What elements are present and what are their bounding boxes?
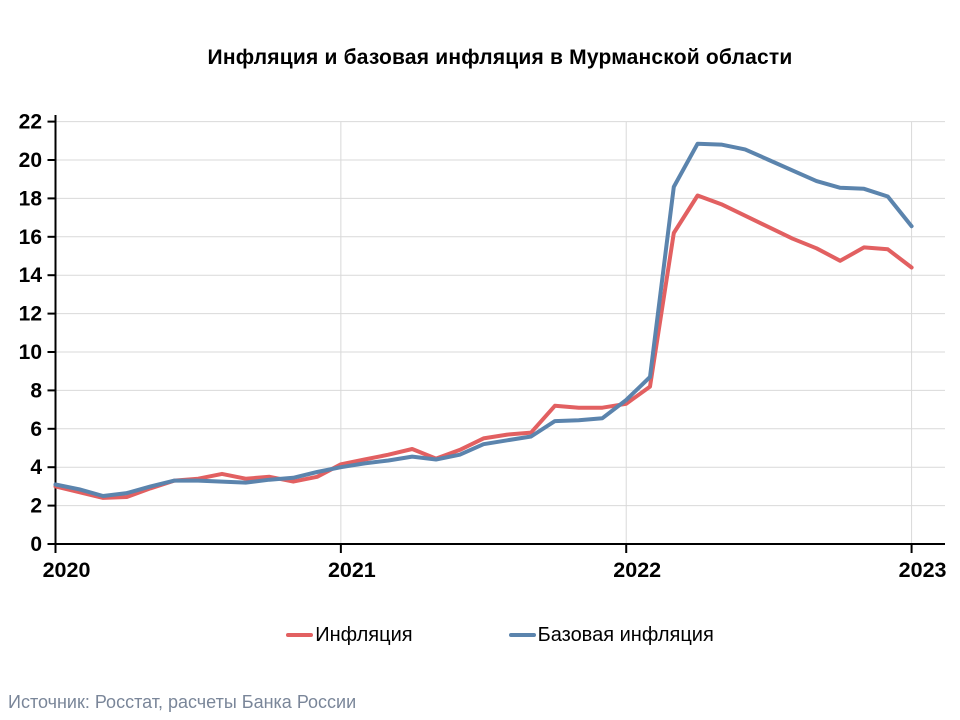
source-note: Источник: Росстат, расчеты Банка России: [8, 692, 357, 712]
x-tick-label: 2021: [328, 558, 376, 582]
legend-line-core-inflation-icon: [508, 633, 536, 637]
x-tick-label: 2020: [43, 558, 91, 582]
y-tick-label: 18: [19, 187, 43, 210]
y-tick-label: 0: [30, 533, 42, 556]
x-tick-label: 2022: [613, 558, 661, 582]
legend-item-core-inflation: Базовая инфляция: [508, 623, 714, 647]
legend-label-inflation: Инфляция: [315, 623, 413, 646]
chart-title: Инфляция и базовая инфляция в Мурманской…: [207, 46, 793, 69]
series-line-inflation: [53, 193, 914, 500]
x-tick-label: 2023: [899, 558, 947, 582]
y-tick-label: 6: [30, 418, 42, 441]
y-tick-label: 2: [30, 495, 42, 518]
y-tick-label: 8: [30, 379, 42, 402]
y-tick-label: 10: [19, 341, 42, 364]
legend-line-inflation-icon: [286, 633, 314, 637]
y-tick-label: 4: [30, 456, 42, 479]
y-tick-label: 20: [19, 149, 42, 172]
y-tick-label: 16: [19, 226, 42, 249]
y-tick-label: 22: [19, 111, 42, 134]
legend-label-core-inflation: Базовая инфляция: [537, 623, 714, 646]
series-line-core-inflation: [53, 141, 914, 498]
chart-legend: Инфляция Базовая инфляция: [55, 620, 945, 650]
y-tick-label: 12: [19, 303, 42, 326]
y-tick-label: 14: [19, 264, 43, 287]
legend-item-inflation: Инфляция: [286, 623, 413, 647]
